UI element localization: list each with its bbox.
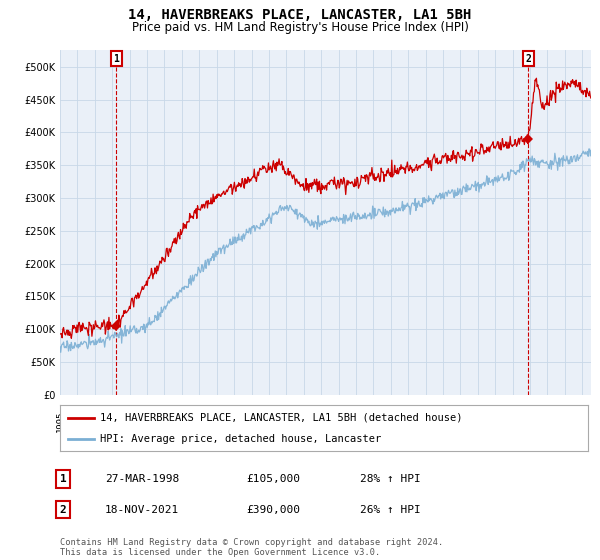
Text: 2021: 2021 (508, 410, 517, 432)
Text: 2020: 2020 (491, 410, 500, 432)
Text: 2025: 2025 (578, 410, 587, 432)
Text: 2014: 2014 (386, 410, 395, 432)
Text: 2012: 2012 (352, 410, 361, 432)
Text: 2002: 2002 (178, 410, 187, 432)
Text: 2024: 2024 (560, 410, 569, 432)
Text: Contains HM Land Registry data © Crown copyright and database right 2024.
This d: Contains HM Land Registry data © Crown c… (60, 538, 443, 557)
Text: 2018: 2018 (456, 410, 465, 432)
Text: 1999: 1999 (125, 410, 134, 432)
Text: 2017: 2017 (439, 410, 448, 432)
Text: 2023: 2023 (543, 410, 552, 432)
Text: 2007: 2007 (265, 410, 274, 432)
Text: Price paid vs. HM Land Registry's House Price Index (HPI): Price paid vs. HM Land Registry's House … (131, 21, 469, 34)
Text: 28% ↑ HPI: 28% ↑ HPI (360, 474, 421, 484)
Text: 2016: 2016 (421, 410, 430, 432)
Text: 2003: 2003 (195, 410, 204, 432)
Text: 1997: 1997 (91, 410, 100, 432)
Text: £105,000: £105,000 (246, 474, 300, 484)
Text: 1: 1 (113, 54, 119, 64)
Text: 2010: 2010 (317, 410, 326, 432)
Text: 2011: 2011 (334, 410, 343, 432)
Text: 14, HAVERBREAKS PLACE, LANCASTER, LA1 5BH: 14, HAVERBREAKS PLACE, LANCASTER, LA1 5B… (128, 8, 472, 22)
Text: 14, HAVERBREAKS PLACE, LANCASTER, LA1 5BH (detached house): 14, HAVERBREAKS PLACE, LANCASTER, LA1 5B… (100, 413, 462, 423)
Text: 2005: 2005 (230, 410, 239, 432)
Text: £390,000: £390,000 (246, 505, 300, 515)
Text: 2: 2 (525, 54, 531, 64)
Text: 2022: 2022 (526, 410, 535, 432)
Text: 18-NOV-2021: 18-NOV-2021 (105, 505, 179, 515)
Text: 2008: 2008 (282, 410, 291, 432)
Text: 2004: 2004 (212, 410, 221, 432)
Text: 1995: 1995 (56, 410, 65, 432)
Text: 2009: 2009 (299, 410, 308, 432)
Text: 2: 2 (59, 505, 67, 515)
Text: 26% ↑ HPI: 26% ↑ HPI (360, 505, 421, 515)
Text: 2015: 2015 (404, 410, 413, 432)
Text: 1998: 1998 (108, 410, 117, 432)
Text: 2001: 2001 (160, 410, 169, 432)
Text: 2019: 2019 (473, 410, 482, 432)
Text: 2006: 2006 (247, 410, 256, 432)
Text: 2000: 2000 (143, 410, 152, 432)
Text: 27-MAR-1998: 27-MAR-1998 (105, 474, 179, 484)
Text: 1996: 1996 (73, 410, 82, 432)
Text: HPI: Average price, detached house, Lancaster: HPI: Average price, detached house, Lanc… (100, 435, 381, 444)
Text: 2013: 2013 (369, 410, 378, 432)
Text: 1: 1 (59, 474, 67, 484)
